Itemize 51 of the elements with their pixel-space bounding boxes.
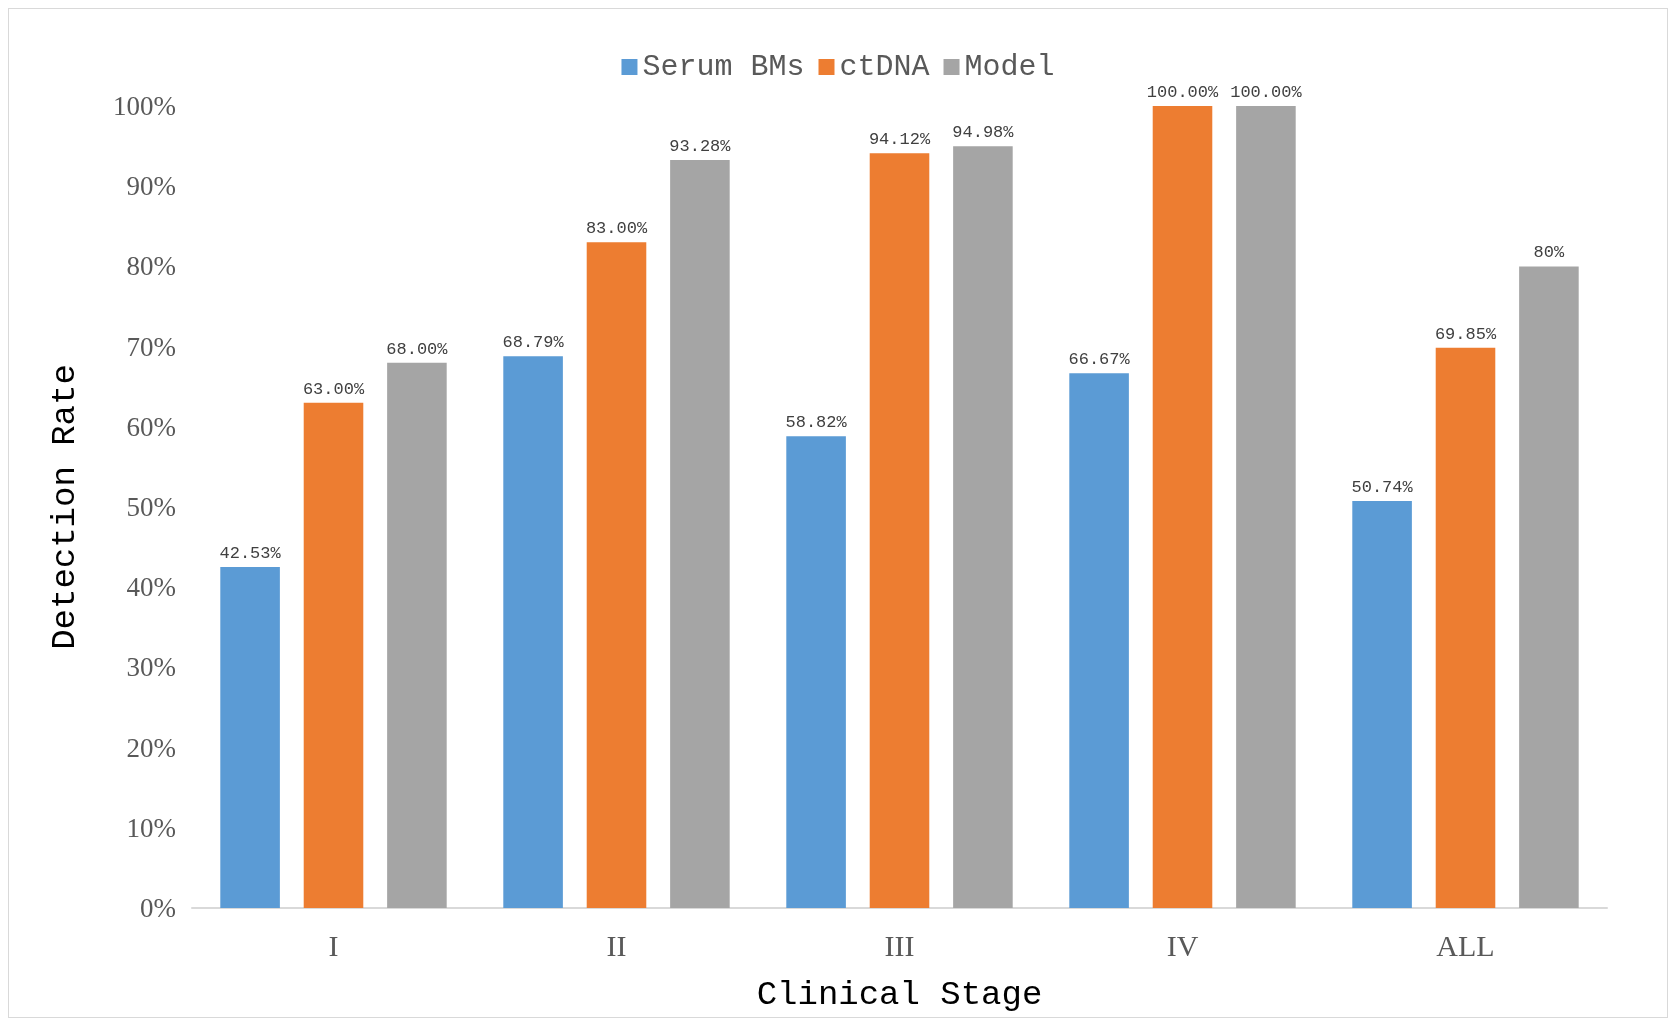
bar [586,242,647,908]
data-label: 94.12% [868,130,931,150]
data-label: 100.00% [1230,83,1303,102]
data-label: 100.00% [1146,83,1219,102]
legend-label: Serum BMs [642,50,805,84]
data-label: 63.00% [302,379,365,399]
x-tick-label: III [884,928,915,962]
x-tick-label: ALL [1436,928,1495,962]
bar [1236,106,1296,908]
y-tick-label: 80% [126,251,176,282]
bar [869,153,930,908]
data-label: 42.53% [219,543,282,563]
y-tick-label: 10% [126,812,176,843]
y-tick-label: 0% [140,893,176,923]
data-label: 68.79% [502,333,565,353]
data-label: 94.98% [952,123,1015,143]
y-tick-label: 90% [126,171,176,202]
x-axis-title: Clinical Stage [756,976,1043,1014]
data-label: 80% [1533,243,1566,263]
y-tick-label: 60% [126,411,176,442]
bar [1519,266,1579,908]
bar [387,362,447,908]
data-label: 66.67% [1068,350,1131,370]
y-tick-label: 40% [126,572,176,603]
y-tick-label: 30% [126,652,176,683]
bar [786,436,846,908]
y-tick-label: 50% [126,492,176,522]
data-label: 69.85% [1434,324,1497,344]
bar [1152,106,1213,908]
legend-label: ctDNA [839,50,930,84]
bar [953,146,1013,908]
bar [503,356,563,908]
bar [1352,501,1412,908]
x-tick-label: IV [1166,928,1199,962]
x-tick-label: II [606,928,627,962]
data-label: 50.74% [1351,478,1414,498]
y-tick-label: 20% [126,732,176,763]
bar [1435,347,1496,908]
data-label: 83.00% [585,219,648,239]
y-axis-title: Detection Rate [46,364,84,650]
y-tick-label: 70% [126,331,176,362]
bar [670,159,730,908]
x-tick-label: I [328,928,339,962]
data-label: 58.82% [785,413,848,433]
bar [220,566,280,908]
bar [303,402,364,908]
bar [1069,373,1129,908]
legend-label: Model [964,50,1055,84]
y-tick-label: 100% [113,91,176,121]
data-label: 68.00% [386,339,449,359]
data-label: 93.28% [669,136,732,156]
